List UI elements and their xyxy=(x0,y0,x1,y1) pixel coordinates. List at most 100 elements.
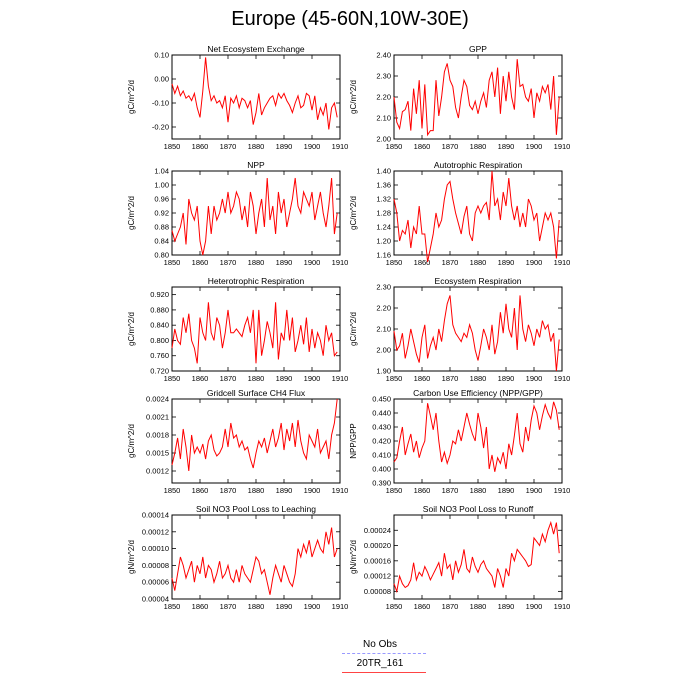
y-tick-label: 0.430 xyxy=(372,423,391,432)
y-tick-label: 1.00 xyxy=(154,181,169,190)
y-tick-label: 0.760 xyxy=(150,351,169,360)
series-line-0 xyxy=(393,520,560,594)
y-tick-label: 2.20 xyxy=(376,304,391,313)
y-tick-label: 0.00004 xyxy=(142,595,169,604)
x-tick-label: 1910 xyxy=(554,142,571,151)
y-tick-label: 0.00016 xyxy=(364,556,391,565)
x-tick-label: 1850 xyxy=(386,374,403,383)
x-tick-label: 1910 xyxy=(554,258,571,267)
x-tick-label: 1900 xyxy=(526,374,543,383)
x-tick-label: 1900 xyxy=(526,258,543,267)
x-tick-label: 1860 xyxy=(192,258,209,267)
y-tick-label: 0.0021 xyxy=(146,413,169,422)
chart-panel-4: Heterotrophic Respiration 1850 1860 1870 188… xyxy=(127,276,348,383)
y-tick-label: 0.00020 xyxy=(364,541,391,550)
x-tick-label: 1900 xyxy=(526,602,543,611)
y-axis-label: gC/m^2/d xyxy=(349,80,358,114)
y-tick-label: 0.0018 xyxy=(146,431,169,440)
y-tick-label: 0.450 xyxy=(372,395,391,404)
series-line-0 xyxy=(393,59,560,137)
y-tick-label: 0.00024 xyxy=(364,526,391,535)
series-line-0 xyxy=(171,527,338,595)
y-tick-label: 0.00008 xyxy=(364,587,391,596)
y-tick-label: 0.84 xyxy=(154,237,169,246)
panel-title: Autotrophic Respiration xyxy=(434,160,523,170)
x-tick-label: 1870 xyxy=(220,258,237,267)
chart-panel-9: Soil NO3 Pool Loss to Runoff 1850 1860 1870… xyxy=(349,504,570,611)
series-line-0 xyxy=(171,57,338,130)
x-tick-label: 1910 xyxy=(332,602,349,611)
chart-panel-0: Net Ecosystem Exchange 1850 1860 1870 1880 18… xyxy=(127,44,348,151)
y-tick-label: 0.720 xyxy=(150,367,169,376)
x-tick-label: 1890 xyxy=(498,142,515,151)
x-tick-label: 1890 xyxy=(498,602,515,611)
x-tick-label: 1880 xyxy=(470,374,487,383)
chart-panel-8: Soil NO3 Pool Loss to Leaching 1850 1860 18… xyxy=(127,504,348,611)
x-tick-label: 1850 xyxy=(164,486,181,495)
y-tick-label: 0.00012 xyxy=(142,527,169,536)
y-tick-label: 1.36 xyxy=(376,181,391,190)
x-tick-label: 1890 xyxy=(276,602,293,611)
x-tick-label: 1860 xyxy=(192,374,209,383)
y-tick-label: -0.20 xyxy=(152,123,169,132)
y-tick-label: -0.10 xyxy=(152,99,169,108)
x-tick-label: 1900 xyxy=(304,374,321,383)
x-tick-label: 1910 xyxy=(332,142,349,151)
y-tick-label: 0.0024 xyxy=(146,395,169,404)
x-tick-label: 1880 xyxy=(248,374,265,383)
chart-panel-6: Gridcell Surface CH4 Flux 1850 1860 1870 188… xyxy=(127,388,348,495)
legend-model-label: 20TR_161 xyxy=(356,658,404,669)
x-tick-label: 1860 xyxy=(414,258,431,267)
series-line-0 xyxy=(393,401,560,472)
x-tick-label: 1880 xyxy=(470,602,487,611)
x-tick-label: 1850 xyxy=(164,258,181,267)
x-tick-label: 1890 xyxy=(276,258,293,267)
y-tick-label: 0.00010 xyxy=(142,544,169,553)
y-tick-label: 2.00 xyxy=(376,135,391,144)
x-tick-label: 1850 xyxy=(386,142,403,151)
x-tick-label: 1860 xyxy=(414,374,431,383)
y-tick-label: 0.80 xyxy=(154,251,169,260)
y-tick-label: 0.390 xyxy=(372,479,391,488)
panel-title: NPP xyxy=(247,160,265,170)
x-tick-label: 1860 xyxy=(414,602,431,611)
chart-panel-1: GPP 1850 1860 1870 1880 1890 1900 1910 2.40 2.30 2… xyxy=(349,44,570,151)
y-tick-label: 0.00 xyxy=(154,75,169,84)
y-tick-label: 0.420 xyxy=(372,437,391,446)
x-tick-label: 1910 xyxy=(554,374,571,383)
y-axis-label: gC/m^2/d xyxy=(127,80,136,114)
x-tick-label: 1880 xyxy=(248,486,265,495)
legend-model-line xyxy=(342,672,426,673)
x-tick-label: 1850 xyxy=(386,602,403,611)
y-tick-label: 0.92 xyxy=(154,209,169,218)
x-tick-label: 1880 xyxy=(470,142,487,151)
panel-title: Carbon Use Efficiency (NPP/GPP) xyxy=(413,388,543,398)
y-tick-label: 0.00012 xyxy=(364,572,391,581)
y-tick-label: 1.90 xyxy=(376,367,391,376)
y-tick-label: 0.840 xyxy=(150,321,169,330)
x-tick-label: 1850 xyxy=(164,142,181,151)
x-tick-label: 1880 xyxy=(470,486,487,495)
x-tick-label: 1870 xyxy=(442,258,459,267)
y-axis-label: gN/m^2/d xyxy=(349,540,358,574)
panel-title: Heterotrophic Respiration xyxy=(208,276,305,286)
y-tick-label: 0.0012 xyxy=(146,467,169,476)
y-tick-label: 2.20 xyxy=(376,93,391,102)
y-tick-label: 2.40 xyxy=(376,51,391,60)
y-tick-label: 0.00014 xyxy=(142,511,169,520)
x-tick-label: 1850 xyxy=(386,258,403,267)
panel-title: Ecosystem Respiration xyxy=(435,276,522,286)
x-tick-label: 1900 xyxy=(304,602,321,611)
x-tick-label: 1910 xyxy=(332,374,349,383)
x-tick-label: 1890 xyxy=(276,486,293,495)
plot-frame xyxy=(171,170,341,256)
y-tick-label: 0.440 xyxy=(372,409,391,418)
panel-title: Gridcell Surface CH4 Flux xyxy=(207,388,306,398)
series-line-0 xyxy=(171,177,338,256)
x-tick-label: 1870 xyxy=(220,374,237,383)
legend-obs-label: No Obs xyxy=(363,639,397,650)
y-axis-label: gC/m^2/d xyxy=(127,424,136,458)
y-tick-label: 0.0015 xyxy=(146,449,169,458)
y-tick-label: 0.88 xyxy=(154,223,169,232)
x-tick-label: 1860 xyxy=(192,602,209,611)
